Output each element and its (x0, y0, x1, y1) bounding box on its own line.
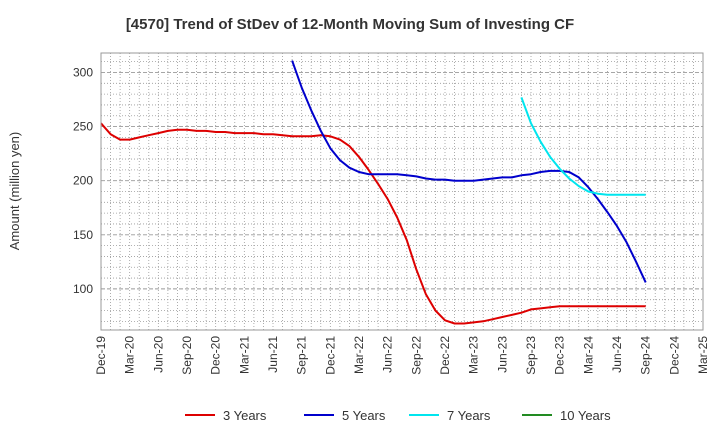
x-tick-label: Mar-25 (696, 336, 710, 374)
x-tick-label: Mar-21 (237, 336, 251, 374)
x-tick-label: Sep-22 (409, 336, 423, 375)
y-axis-label: Amount (million yen) (7, 132, 22, 251)
plot-area (100, 52, 704, 331)
x-tick-label: Mar-20 (123, 336, 137, 374)
x-tick-label: Dec-21 (323, 336, 337, 375)
chart-title: [4570] Trend of StDev of 12-Month Moving… (126, 16, 574, 33)
y-tick-label: 250 (73, 120, 93, 134)
x-tick-label: Dec-24 (667, 336, 681, 375)
y-tick-label: 200 (73, 174, 93, 188)
legend: 3 Years 5 Years 7 Years 10 Years (185, 408, 611, 423)
legend-label: 7 Years (447, 408, 491, 423)
y-tick-label: 100 (73, 282, 93, 296)
x-tick-label: Sep-20 (180, 336, 194, 375)
series-line-3 (520, 97, 646, 196)
x-tick-label: Sep-21 (295, 336, 309, 375)
y-tick-label: 300 (73, 65, 93, 79)
x-tick-label: Dec-20 (209, 336, 223, 375)
x-tick-label: Dec-22 (438, 336, 452, 375)
legend-label: 10 Years (560, 408, 611, 423)
legend-label: 5 Years (342, 408, 386, 423)
x-tick-label: Mar-22 (352, 336, 366, 374)
legend-label: 3 Years (223, 408, 267, 423)
series-line-2 (291, 60, 647, 283)
x-tick-label: Mar-24 (581, 336, 595, 374)
x-tick-label: Jun-22 (381, 336, 395, 373)
x-tick-label: Jun-20 (151, 336, 165, 373)
series-lines (100, 60, 647, 325)
x-tick-label: Sep-23 (524, 336, 538, 375)
x-tick-label: Jun-24 (610, 336, 624, 373)
x-tick-label: Mar-23 (467, 336, 481, 374)
x-tick-label: Sep-24 (639, 336, 653, 375)
x-tick-labels: Dec-19 Mar-20 Jun-20 Sep-20 Dec-20 Mar-21 Jun-… (94, 336, 710, 375)
y-tick-labels: 100 150 200 250 300 (73, 65, 93, 295)
x-tick-label: Dec-23 (553, 336, 567, 375)
grid (101, 53, 703, 330)
series-line-1 (100, 122, 646, 325)
x-tick-label: Dec-19 (94, 336, 108, 375)
y-tick-label: 150 (73, 228, 93, 242)
x-tick-label: Jun-23 (495, 336, 509, 373)
x-tick-label: Jun-21 (266, 336, 280, 373)
